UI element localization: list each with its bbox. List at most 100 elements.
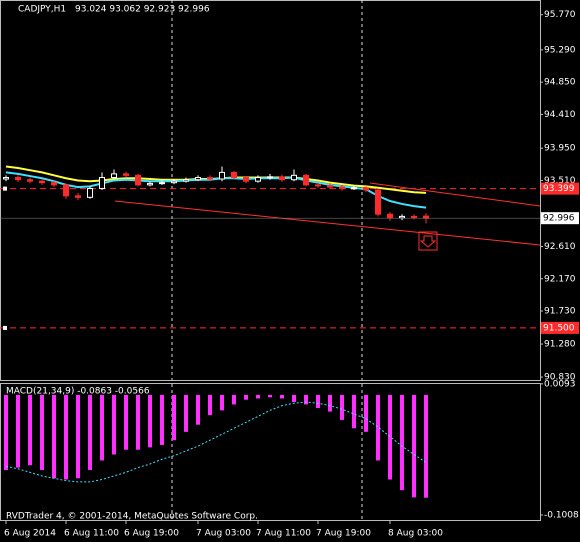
candle-body <box>387 213 393 219</box>
y-tick-label: -0.1008 <box>544 510 579 520</box>
macd-bar <box>412 394 416 498</box>
level-label: 93.399 <box>543 184 575 194</box>
candle-body <box>279 176 285 181</box>
x-tick-label: 8 Aug 03:00 <box>388 529 443 539</box>
candle-body <box>243 177 249 182</box>
current-price-label: 92.996 <box>543 214 575 224</box>
level-tag <box>541 182 579 195</box>
macd-frame <box>0 383 541 521</box>
macd-bar <box>388 394 392 480</box>
candle-body <box>147 182 153 186</box>
candle-body <box>39 180 45 184</box>
macd-bar <box>160 394 164 445</box>
macd-bar <box>52 394 56 479</box>
y-tick-label: 0.0093 <box>544 379 576 389</box>
candle-body <box>363 187 369 191</box>
y-tick-label: 91.280 <box>544 340 576 350</box>
macd-bar <box>16 394 20 468</box>
macd-bar <box>244 394 248 400</box>
ohlc-label: 93.024 93.062 92.923 92.996 <box>75 5 210 15</box>
candle-body <box>291 174 297 181</box>
candle-body <box>255 177 261 182</box>
candle-body <box>327 185 333 188</box>
x-tick-label: 7 Aug 03:00 <box>196 529 251 539</box>
macd-bar <box>352 394 356 429</box>
macd-bar <box>100 394 104 461</box>
trend-line <box>369 182 541 207</box>
trend-line <box>114 200 541 246</box>
level-label: 91.500 <box>543 323 575 333</box>
macd-bar <box>424 394 428 498</box>
candle-body <box>195 177 201 181</box>
candle-body <box>135 174 141 186</box>
y-tick-label: 93.510 <box>544 176 576 186</box>
macd-bar <box>376 394 380 461</box>
sell-arrow <box>419 235 437 248</box>
symbol-label: CADJPY,H1 <box>18 5 66 15</box>
macd-bar <box>64 394 68 480</box>
macd-bar <box>292 394 296 403</box>
level-marker <box>3 325 7 330</box>
candle-body <box>267 176 273 179</box>
macd-bar <box>172 394 176 441</box>
y-tick-label: 94.850 <box>544 78 576 88</box>
macd-bar <box>184 394 188 432</box>
macd-label: MACD(21,34,9) -0.0863 -0.0566 <box>6 387 150 397</box>
macd-bar <box>268 394 272 398</box>
macd-bar <box>28 394 32 466</box>
candle-body <box>219 171 225 180</box>
candle-body <box>351 187 357 190</box>
candle-body <box>123 173 129 176</box>
y-tick-label: 94.410 <box>544 110 576 120</box>
main-frame <box>0 0 541 381</box>
macd-bar <box>40 394 44 470</box>
candle-body <box>411 215 417 218</box>
macd-bar <box>196 394 200 425</box>
candle-body <box>375 189 381 215</box>
macd-bar <box>280 394 284 399</box>
candle-body <box>159 182 165 185</box>
macd-bar <box>88 394 92 470</box>
candle-body <box>399 215 405 219</box>
candle-body <box>339 186 345 190</box>
y-tick-label: 93.950 <box>544 144 576 154</box>
macd-bar <box>148 394 152 448</box>
candle-body <box>51 182 57 186</box>
x-tick-label: 6 Aug 2014 <box>4 529 56 539</box>
macd-bar <box>220 394 224 411</box>
x-tick-label: 6 Aug 19:00 <box>124 529 179 539</box>
footer: RVDTrader 4, © 2001-2014, MetaQuotes Sof… <box>6 512 258 522</box>
macd-bar <box>316 394 320 409</box>
candle-body <box>231 171 237 179</box>
macd-bar <box>208 394 212 416</box>
x-tick-label: 7 Aug 11:00 <box>256 529 311 539</box>
candle-body <box>27 179 33 182</box>
macd-bar <box>256 394 260 399</box>
candle-body <box>3 177 9 180</box>
macd-bar <box>112 394 116 455</box>
macd-bar <box>400 394 404 491</box>
candle-body <box>207 177 213 180</box>
macd-bar <box>76 394 80 479</box>
y-tick-label: 92.610 <box>544 242 576 252</box>
macd-bar <box>4 394 8 470</box>
candle-body <box>423 215 429 219</box>
y-tick-label: 91.730 <box>544 307 576 317</box>
candle-body <box>303 174 309 186</box>
candle-body <box>171 180 177 184</box>
x-tick-label: 6 Aug 11:00 <box>64 529 119 539</box>
macd-bar <box>340 394 344 420</box>
macd-bar <box>136 394 140 450</box>
macd-bar <box>232 394 236 405</box>
y-tick-label: 95.770 <box>544 10 576 20</box>
candle-body <box>183 179 189 182</box>
sell-arrow-box <box>418 231 438 251</box>
macd-bar <box>124 394 128 450</box>
candle-body <box>63 184 69 197</box>
signal-line <box>5 401 427 483</box>
x-tick-label: 7 Aug 19:00 <box>316 529 371 539</box>
candle-body <box>315 184 321 187</box>
macd-bar <box>304 394 308 405</box>
